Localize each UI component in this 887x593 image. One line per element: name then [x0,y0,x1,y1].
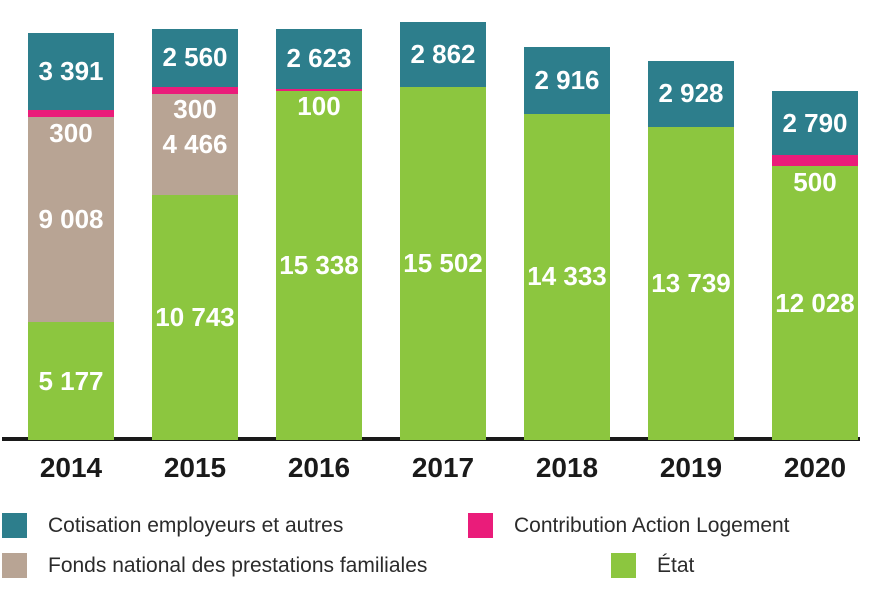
x-label-2020: 2020 [783,452,847,483]
segment-etat-2019 [648,127,734,440]
legend-item-cotisation-employeurs: Cotisation employeurs et autres [2,513,343,538]
legend-swatch-action-logement [468,513,493,538]
segment-cotisation-employeurs-2016 [276,28,362,89]
segment-etat-2018 [524,113,610,440]
bar-2020: 12 028 500 2 790 [772,0,858,440]
legend-swatch-fnpf [2,553,27,578]
segment-fnpf-2014 [28,117,114,323]
bar-2014: 5 177 9 008 300 3 391 [28,0,114,440]
x-label-2017: 2017 [411,452,475,483]
legend-item-action-logement: Contribution Action Logement [468,513,790,538]
segment-action-logement-2014 [28,110,114,118]
segment-etat-2017 [400,87,486,440]
x-label-2019: 2019 [659,452,723,483]
legend-item-fnpf: Fonds national des prestations familiale… [2,553,427,578]
x-label-2018: 2018 [535,452,599,483]
segment-cotisation-employeurs-2015 [152,28,238,87]
plot-area: 5 177 9 008 300 3 391 10 743 4 466 300 2 560 15 … [2,0,860,441]
segment-etat-2016 [276,90,362,440]
segment-cotisation-employeurs-2014 [28,33,114,111]
bar-2017: 15 502 2 862 [400,0,486,440]
legend-label-action-logement: Contribution Action Logement [514,513,790,537]
segment-action-logement-2016 [276,88,362,91]
legend-label-cotisation-employeurs: Cotisation employeurs et autres [48,513,344,537]
bar-2015: 10 743 4 466 300 2 560 [152,0,238,440]
x-label-2014: 2014 [39,452,103,483]
segment-cotisation-employeurs-2020 [772,91,858,155]
bar-2018: 14 333 2 916 [524,0,610,440]
legend-label-fnpf: Fonds national des prestations familiale… [48,553,428,577]
legend-swatch-etat [611,553,636,578]
legend-item-etat: État [611,553,694,578]
segment-etat-2020 [772,166,858,440]
x-label-2015: 2015 [163,452,227,483]
legend-label-etat: État [657,553,695,577]
x-label-2016: 2016 [287,452,351,483]
segment-cotisation-employeurs-2018 [524,47,610,114]
bar-2019: 13 739 2 928 [648,0,734,440]
segment-fnpf-2015 [152,93,238,196]
segment-etat-2015 [152,195,238,440]
legend-swatch-cotisation-employeurs [2,513,27,538]
segment-action-logement-2020 [772,154,858,167]
segment-action-logement-2015 [152,86,238,94]
bar-2016: 15 338 100 2 623 [276,0,362,440]
segment-etat-2014 [28,322,114,440]
segment-cotisation-employeurs-2019 [648,60,734,128]
segment-cotisation-employeurs-2017 [400,21,486,88]
